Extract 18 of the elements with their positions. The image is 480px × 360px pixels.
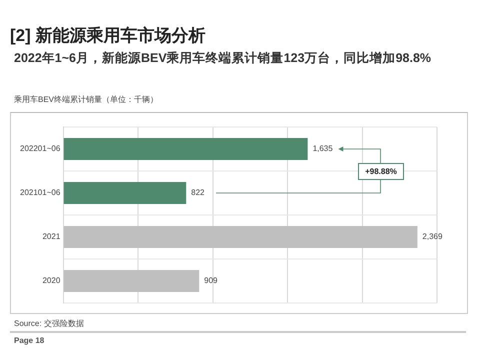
chart-title: [2] 新能源乘用车市场分析 <box>10 25 206 47</box>
y-tick-label: 2021 <box>42 232 61 242</box>
data-label: 822 <box>191 188 206 198</box>
y-tick-label: 2020 <box>42 276 61 286</box>
bar <box>64 270 200 292</box>
data-label: 909 <box>204 276 218 286</box>
bar <box>64 226 418 248</box>
text: Page 18 <box>14 336 44 345</box>
y-tick-label: 202201~06 <box>20 144 61 154</box>
data-label: 1,635 <box>312 144 334 154</box>
annotation: +98.88% <box>358 162 404 180</box>
data-label: 2,369 <box>422 232 443 242</box>
bar <box>64 138 308 160</box>
source-note: Source: 交强险数据 <box>14 318 84 329</box>
y-tick-label: 202101~06 <box>20 188 61 198</box>
text: 乘用车BEV终端累计销量（单位：千辆） <box>14 94 158 105</box>
chart-subtitle: 2022年1~6月，新能源BEV乘用车终端累计销量123万台，同比增加98.8% <box>14 50 432 67</box>
bar <box>64 182 186 204</box>
